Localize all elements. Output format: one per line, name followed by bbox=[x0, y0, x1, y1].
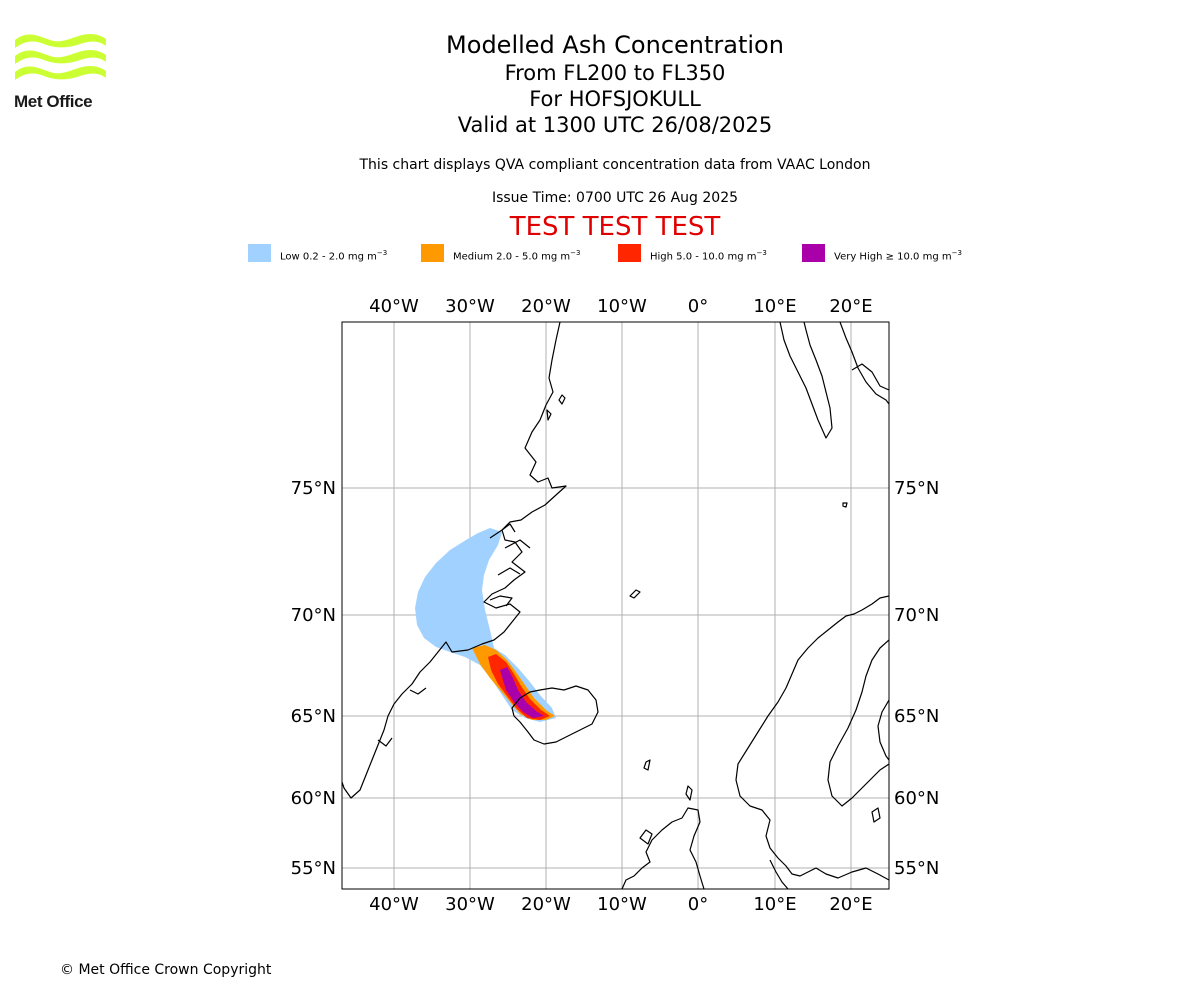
legend-swatch-low bbox=[248, 244, 271, 262]
lon-label-top-30w: 30°W bbox=[445, 296, 495, 317]
lat-label-right-60n: 60°N bbox=[894, 788, 939, 809]
lon-label-top-10e: 10°E bbox=[753, 296, 796, 317]
subtitle: This chart displays QVA compliant concen… bbox=[359, 157, 871, 173]
legend-label-medium: Medium 2.0 - 5.0 mg m−3 bbox=[453, 249, 581, 263]
greenland-island-1 bbox=[558, 394, 566, 405]
lon-label-bottom-20w: 20°W bbox=[521, 894, 571, 915]
lat-label-right-70n: 70°N bbox=[894, 605, 939, 626]
lat-label-left-70n: 70°N bbox=[291, 605, 336, 626]
lat-label-right-65n: 65°N bbox=[894, 706, 939, 727]
lon-label-top-20e: 20°E bbox=[829, 296, 872, 317]
denmark-coastline bbox=[769, 859, 789, 889]
lon-label-bottom-30w: 30°W bbox=[445, 894, 495, 915]
svalbard-east bbox=[839, 322, 889, 405]
lat-label-right-55n: 55°N bbox=[894, 858, 939, 879]
lon-label-bottom-20e: 20°E bbox=[829, 894, 872, 915]
lat-label-right-75n: 75°N bbox=[894, 478, 939, 499]
logo-text: Met Office bbox=[14, 92, 93, 111]
svalbard-east-2 bbox=[851, 363, 889, 391]
ash-low-region bbox=[415, 528, 556, 722]
sweden-coastline bbox=[827, 639, 889, 807]
lat-labels-right: 75°N 70°N 65°N 60°N 55°N bbox=[894, 478, 939, 879]
ash-plume bbox=[415, 528, 556, 722]
scotland-coastline bbox=[621, 807, 705, 889]
lon-label-top-20w: 20°W bbox=[521, 296, 571, 317]
lat-label-left-65n: 65°N bbox=[291, 706, 336, 727]
baltic-island bbox=[871, 807, 881, 823]
lat-label-left-75n: 75°N bbox=[291, 478, 336, 499]
svalbard-coastline bbox=[779, 322, 833, 439]
flight-level-title: From FL200 to FL350 bbox=[504, 61, 726, 85]
coastlines bbox=[342, 322, 889, 889]
met-office-logo: Met Office bbox=[14, 30, 108, 112]
shetland-coastline bbox=[685, 785, 693, 801]
faroe-coastline bbox=[643, 759, 651, 771]
met-office-waves-icon bbox=[15, 34, 106, 80]
hebrides-coastline bbox=[639, 829, 653, 845]
bear-island-coastline bbox=[842, 502, 848, 508]
scandinavia-coastline bbox=[735, 595, 889, 881]
greenland-fjord-4 bbox=[489, 523, 516, 539]
chart-titles: Modelled Ash Concentration From FL200 to… bbox=[315, 30, 915, 139]
legend-label-high: High 5.0 - 10.0 mg m−3 bbox=[650, 249, 767, 263]
lon-label-top-0: 0° bbox=[688, 296, 708, 317]
lon-label-bottom-0: 0° bbox=[688, 894, 708, 915]
lon-label-bottom-10w: 10°W bbox=[597, 894, 647, 915]
greenland-coastline bbox=[342, 322, 567, 799]
lon-label-bottom-10e: 10°E bbox=[753, 894, 796, 915]
ash-very-high-region bbox=[500, 667, 544, 718]
lon-labels-top: 40°W 30°W 20°W 10°W 0° 10°E 20°E bbox=[369, 296, 872, 317]
greenland-island-2 bbox=[546, 409, 552, 421]
gridlines bbox=[342, 322, 889, 889]
valid-time-title: Valid at 1300 UTC 26/08/2025 bbox=[457, 113, 773, 137]
greenland-fjord-6 bbox=[377, 737, 393, 747]
lat-label-left-55n: 55°N bbox=[291, 858, 336, 879]
lat-labels-left: 75°N 70°N 65°N 60°N 55°N bbox=[291, 478, 336, 879]
lon-label-bottom-40w: 40°W bbox=[369, 894, 419, 915]
lon-label-top-10w: 10°W bbox=[597, 296, 647, 317]
copyright: © Met Office Crown Copyright bbox=[60, 962, 272, 978]
greenland-fjord-5 bbox=[409, 687, 427, 695]
main-title: Modelled Ash Concentration bbox=[446, 31, 784, 59]
finland-coastline bbox=[877, 699, 889, 761]
volcano-title: For HOFSJOKULL bbox=[529, 87, 701, 111]
greenland-fjord-1 bbox=[489, 595, 513, 607]
legend-label-very-high: Very High ≥ 10.0 mg m−3 bbox=[834, 249, 962, 263]
lon-label-top-40w: 40°W bbox=[369, 296, 419, 317]
lon-labels-bottom: 40°W 30°W 20°W 10°W 0° 10°E 20°E bbox=[369, 894, 872, 915]
legend-swatch-medium bbox=[421, 244, 444, 262]
lat-label-left-60n: 60°N bbox=[291, 788, 336, 809]
jan-mayen-coastline bbox=[629, 589, 641, 599]
iceland-coastline bbox=[511, 685, 599, 745]
greenland-fjord-3 bbox=[504, 539, 531, 549]
greenland-fjord-2 bbox=[497, 567, 521, 576]
map-frame bbox=[341, 321, 890, 890]
legend-swatch-very-high bbox=[802, 244, 825, 262]
issue-time: Issue Time: 0700 UTC 26 Aug 2025 bbox=[491, 190, 739, 206]
legend-swatch-high bbox=[618, 244, 641, 262]
test-banner: TEST TEST TEST bbox=[509, 212, 721, 242]
legend-label-low: Low 0.2 - 2.0 mg m−3 bbox=[280, 249, 388, 263]
